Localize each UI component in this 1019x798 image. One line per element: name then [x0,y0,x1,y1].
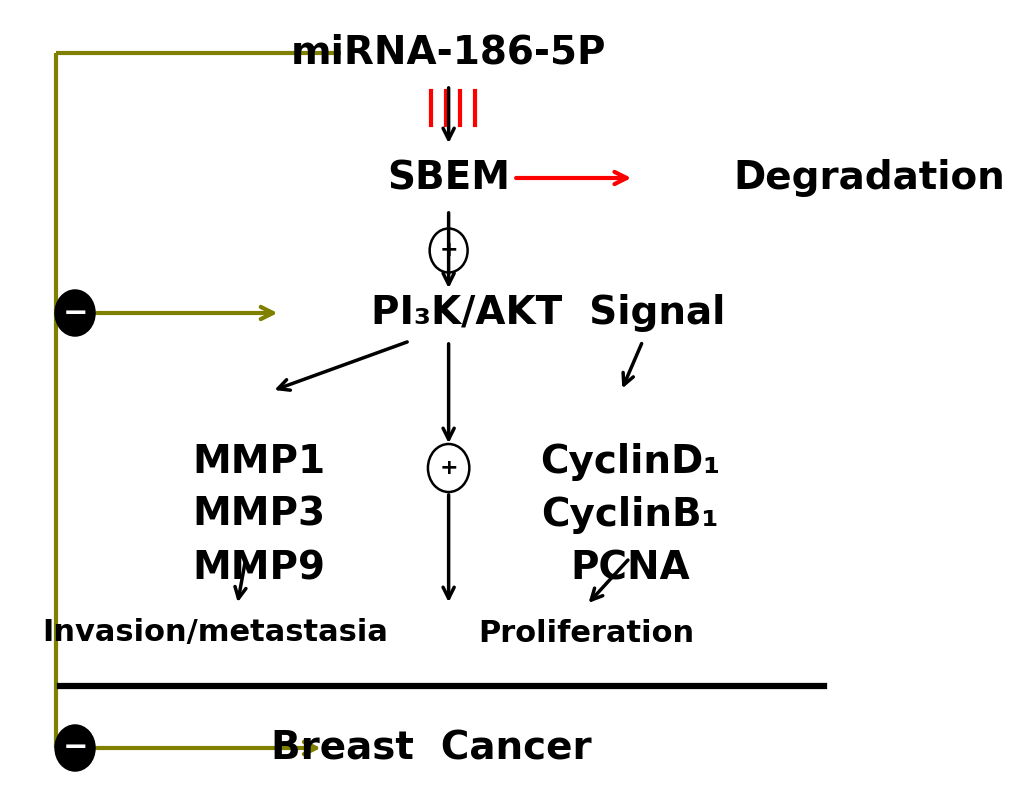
Text: Degradation: Degradation [733,159,1004,197]
Circle shape [56,291,94,335]
Text: CyclinD₁
CyclinB₁
PCNA: CyclinD₁ CyclinB₁ PCNA [539,443,719,587]
Text: Proliferation: Proliferation [478,618,694,647]
Text: MMP1
MMP3
MMP9: MMP1 MMP3 MMP9 [192,443,325,587]
Text: +: + [439,240,458,260]
Text: Invasion/metastasia: Invasion/metastasia [43,618,388,647]
Text: Breast  Cancer: Breast Cancer [271,729,591,767]
Circle shape [56,726,94,770]
Text: +: + [439,458,458,478]
Text: −: − [62,733,88,763]
Text: PI₃K/AKT  Signal: PI₃K/AKT Signal [371,294,725,332]
Text: −: − [62,298,88,327]
Text: miRNA-186-5P: miRNA-186-5P [290,34,605,72]
Text: SBEM: SBEM [387,159,510,197]
